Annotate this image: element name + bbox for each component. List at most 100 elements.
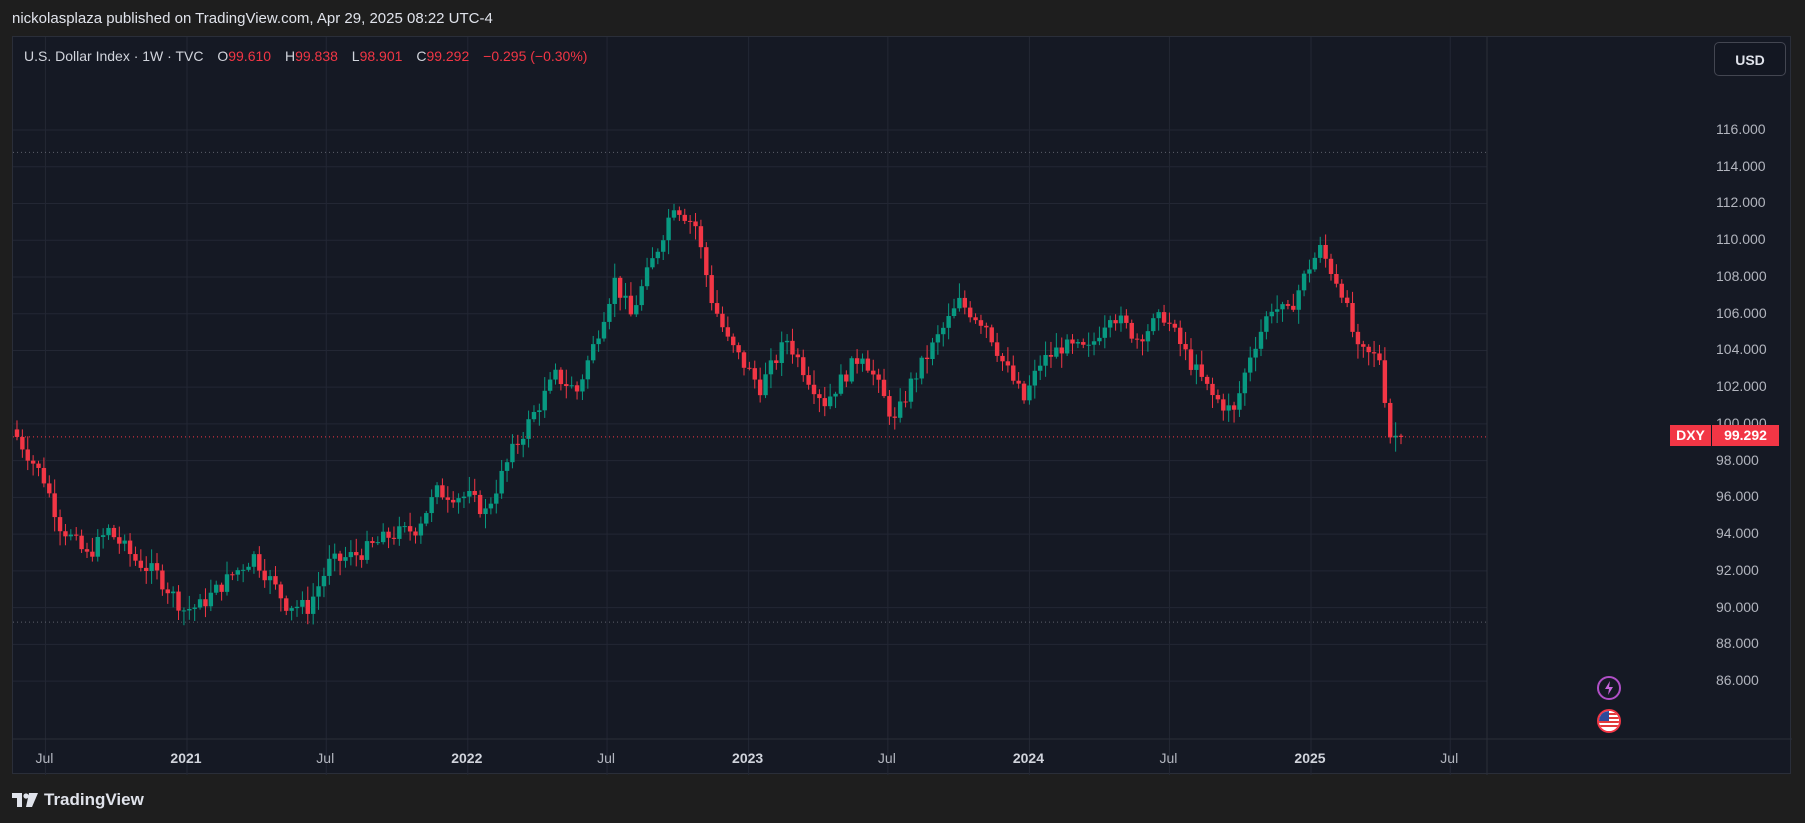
tradingview-brand: TradingView [44, 790, 144, 809]
candle-body [617, 277, 623, 298]
candle-body [531, 411, 537, 420]
candle-body [332, 553, 337, 559]
candle-body [801, 357, 806, 376]
candle-body [984, 325, 989, 328]
time-tick-label: Jul [316, 750, 335, 766]
candle-body [133, 554, 138, 561]
candle-body [1398, 435, 1404, 437]
candle-body [709, 275, 714, 304]
candle-body [354, 552, 359, 556]
candle-body [515, 443, 521, 445]
currency-button[interactable]: USD [1714, 42, 1786, 76]
price-tick-label: 96.000 [1716, 488, 1759, 505]
lightning-event-icon[interactable] [1597, 676, 1621, 700]
candle-body [127, 540, 133, 555]
candle-body [687, 220, 693, 222]
price-tick-label: 114.000 [1716, 157, 1766, 174]
candle-body [666, 217, 671, 241]
candle-body [1016, 380, 1021, 384]
candle-body [267, 576, 273, 581]
time-tick-label: Jul [1159, 750, 1178, 766]
price-chart[interactable] [13, 37, 1792, 775]
candle-body [833, 393, 838, 397]
candle-body [919, 357, 924, 379]
candle-body [914, 378, 919, 380]
candle-body [741, 352, 747, 368]
candle-body [941, 327, 946, 335]
candle-body [612, 277, 617, 304]
candle-body [310, 596, 316, 614]
candle-body [520, 438, 526, 445]
candle-body [100, 535, 106, 537]
candle-body [671, 210, 677, 218]
candle-body [1388, 402, 1393, 438]
candle-body [445, 497, 451, 500]
candle-body [1054, 347, 1059, 357]
candle-body [176, 591, 181, 611]
change-value: −0.295 (−0.30%) [483, 48, 588, 64]
candle-body [192, 607, 197, 609]
candle-body [348, 552, 354, 558]
candle-body [558, 369, 564, 385]
candle-body [644, 267, 650, 287]
price-tick-label: 92.000 [1716, 561, 1759, 578]
candle-body [278, 584, 284, 599]
candle-body [1070, 339, 1075, 344]
high-key: H [284, 48, 296, 64]
candle-body [1377, 353, 1382, 361]
candle-body [1183, 344, 1188, 350]
candle-body [240, 569, 246, 571]
candle-body [214, 584, 219, 593]
candle-body [1350, 303, 1355, 332]
candle-body [1366, 346, 1371, 353]
candle-body [989, 327, 994, 343]
candle-body [1221, 399, 1226, 411]
candle-body [591, 344, 596, 361]
candle-body [871, 370, 876, 375]
candle-body [440, 485, 445, 498]
candle-body [52, 493, 57, 518]
candle-body [1048, 355, 1054, 357]
candle-body [90, 551, 95, 557]
time-tick-label: Jul [597, 750, 615, 766]
candle-body [170, 591, 176, 594]
candle-body [47, 483, 52, 494]
price-tick-label: 86.000 [1716, 672, 1759, 689]
candle-body [1134, 338, 1140, 340]
candle-body [1167, 322, 1172, 324]
candle-body [456, 498, 461, 503]
us-flag-event-icon[interactable] [1597, 709, 1621, 733]
candle-body [375, 542, 380, 544]
candle-body [407, 526, 413, 532]
candle-body [1253, 348, 1258, 358]
candle-body [1097, 337, 1102, 342]
candle-body [181, 610, 187, 612]
candle-body [1113, 320, 1118, 324]
candle-body [273, 576, 278, 585]
chart-frame[interactable] [12, 36, 1792, 775]
price-tick-label: 98.000 [1716, 451, 1759, 468]
candle-body [316, 586, 321, 597]
candle-body [95, 536, 100, 557]
candle-body [230, 574, 235, 576]
candle-body [36, 463, 41, 468]
candle-body [1091, 341, 1097, 345]
price-tick-label: 110.000 [1716, 231, 1766, 248]
candle-body [1188, 349, 1194, 370]
candle-body [262, 570, 267, 581]
candle-body [1334, 273, 1339, 284]
candle-body [1204, 376, 1210, 384]
candle-body [224, 574, 230, 592]
candle-body [1258, 331, 1264, 349]
candle-body [1301, 273, 1307, 291]
time-tick-label: Jul [1440, 750, 1459, 766]
candle-body [1011, 365, 1016, 381]
candle-body [1021, 383, 1027, 401]
tradingview-logo[interactable]: TradingView [12, 790, 144, 810]
candle-body [634, 305, 639, 315]
candle-body [300, 599, 305, 607]
candle-body [1285, 304, 1291, 306]
candle-body [1215, 395, 1221, 400]
candle-body [397, 526, 402, 539]
ohlc-legend: U.S. Dollar Index · 1W · TVC O99.610 H99… [24, 48, 587, 64]
